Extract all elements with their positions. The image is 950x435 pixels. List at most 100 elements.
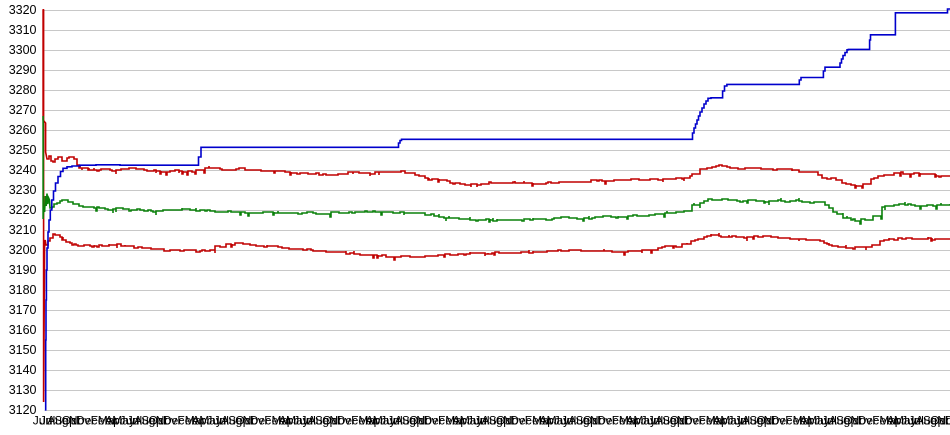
svg-text:Apr: Apr: [452, 413, 471, 427]
svg-text:Jun: Jun: [467, 413, 486, 427]
svg-text:Feb: Feb: [872, 413, 893, 427]
svg-text:May: May: [547, 413, 570, 427]
svg-text:Mar: Mar: [879, 413, 900, 427]
svg-text:Jun: Jun: [814, 413, 833, 427]
svg-text:Dec: Dec: [684, 413, 705, 427]
svg-text:Aug: Aug: [829, 413, 850, 427]
svg-text:May: May: [633, 413, 656, 427]
svg-text:Apr: Apr: [626, 413, 645, 427]
svg-text:Sep: Sep: [315, 413, 337, 427]
svg-text:Aug: Aug: [134, 413, 155, 427]
svg-text:Nov: Nov: [937, 413, 950, 427]
svg-text:Sep: Sep: [141, 413, 163, 427]
svg-text:3190: 3190: [9, 263, 37, 277]
svg-text:Jul: Jul: [387, 413, 402, 427]
svg-text:Jul: Jul: [40, 413, 55, 427]
svg-text:Dec: Dec: [858, 413, 879, 427]
svg-text:3270: 3270: [9, 103, 37, 117]
svg-text:Oct: Oct: [496, 413, 515, 427]
svg-text:Jul: Jul: [127, 413, 142, 427]
svg-text:3230: 3230: [9, 183, 37, 197]
svg-text:Sep: Sep: [923, 413, 945, 427]
svg-text:Nov: Nov: [416, 413, 437, 427]
svg-text:Apr: Apr: [105, 413, 124, 427]
svg-text:Jun: Jun: [641, 413, 660, 427]
svg-text:Oct: Oct: [149, 413, 168, 427]
svg-text:Apr: Apr: [192, 413, 211, 427]
svg-text:Oct: Oct: [62, 413, 81, 427]
svg-text:Apr: Apr: [366, 413, 385, 427]
svg-text:Apr: Apr: [713, 413, 732, 427]
svg-text:Sep: Sep: [576, 413, 598, 427]
svg-text:May: May: [807, 413, 830, 427]
svg-text:Aug: Aug: [655, 413, 676, 427]
svg-text:3140: 3140: [9, 363, 37, 377]
svg-text:3300: 3300: [9, 43, 37, 57]
svg-text:Mar: Mar: [793, 413, 814, 427]
svg-text:Aug: Aug: [47, 413, 68, 427]
svg-text:Aug: Aug: [742, 413, 763, 427]
svg-text:Sep: Sep: [402, 413, 424, 427]
svg-text:May: May: [460, 413, 483, 427]
svg-text:Mar: Mar: [272, 413, 293, 427]
svg-text:Jul: Jul: [214, 413, 229, 427]
svg-text:Jul: Jul: [908, 413, 923, 427]
svg-text:3200: 3200: [9, 243, 37, 257]
svg-text:Jul: Jul: [301, 413, 316, 427]
svg-text:Jul: Jul: [561, 413, 576, 427]
svg-text:3180: 3180: [9, 283, 37, 297]
svg-text:May: May: [286, 413, 309, 427]
svg-text:Jun: Jun: [728, 413, 747, 427]
svg-text:Feb: Feb: [525, 413, 546, 427]
svg-text:Oct: Oct: [322, 413, 341, 427]
svg-text:Apr: Apr: [279, 413, 298, 427]
svg-text:Nov: Nov: [851, 413, 872, 427]
svg-text:Feb: Feb: [699, 413, 720, 427]
svg-text:Oct: Oct: [235, 413, 254, 427]
svg-text:Jun: Jun: [554, 413, 573, 427]
svg-text:Feb: Feb: [264, 413, 285, 427]
svg-text:3290: 3290: [9, 63, 37, 77]
svg-text:Dec: Dec: [510, 413, 531, 427]
svg-text:Mar: Mar: [98, 413, 119, 427]
svg-text:Apr: Apr: [887, 413, 906, 427]
svg-text:Jul: Jul: [648, 413, 663, 427]
svg-text:Nov: Nov: [329, 413, 350, 427]
svg-text:3170: 3170: [9, 303, 37, 317]
svg-text:Aug: Aug: [916, 413, 937, 427]
svg-text:3250: 3250: [9, 143, 37, 157]
svg-text:Oct: Oct: [930, 413, 949, 427]
svg-text:Mar: Mar: [445, 413, 466, 427]
svg-text:Feb: Feb: [177, 413, 198, 427]
svg-text:Mar: Mar: [532, 413, 553, 427]
svg-text:3260: 3260: [9, 123, 37, 137]
svg-text:Oct: Oct: [843, 413, 862, 427]
svg-text:Dec: Dec: [337, 413, 358, 427]
svg-text:3210: 3210: [9, 223, 37, 237]
svg-text:Nov: Nov: [243, 413, 264, 427]
svg-text:3240: 3240: [9, 163, 37, 177]
svg-text:Jul: Jul: [735, 413, 750, 427]
svg-text:Oct: Oct: [670, 413, 689, 427]
svg-text:Jul: Jul: [474, 413, 489, 427]
svg-text:3220: 3220: [9, 203, 37, 217]
svg-text:Dec: Dec: [771, 413, 792, 427]
svg-text:3130: 3130: [9, 383, 37, 397]
svg-text:Sep: Sep: [489, 413, 511, 427]
svg-text:Feb: Feb: [91, 413, 112, 427]
svg-text:Nov: Nov: [503, 413, 524, 427]
svg-text:Mar: Mar: [706, 413, 727, 427]
svg-text:Dec: Dec: [76, 413, 97, 427]
svg-text:Apr: Apr: [800, 413, 819, 427]
svg-text:Jun: Jun: [33, 413, 52, 427]
svg-text:Sep: Sep: [662, 413, 684, 427]
svg-text:Sep: Sep: [836, 413, 858, 427]
svg-text:3280: 3280: [9, 83, 37, 97]
svg-text:Jun: Jun: [380, 413, 399, 427]
svg-text:Oct: Oct: [409, 413, 428, 427]
svg-text:3150: 3150: [9, 343, 37, 357]
svg-text:Oct: Oct: [583, 413, 602, 427]
svg-text:Mar: Mar: [358, 413, 379, 427]
svg-text:Nov: Nov: [590, 413, 611, 427]
svg-text:Apr: Apr: [539, 413, 558, 427]
